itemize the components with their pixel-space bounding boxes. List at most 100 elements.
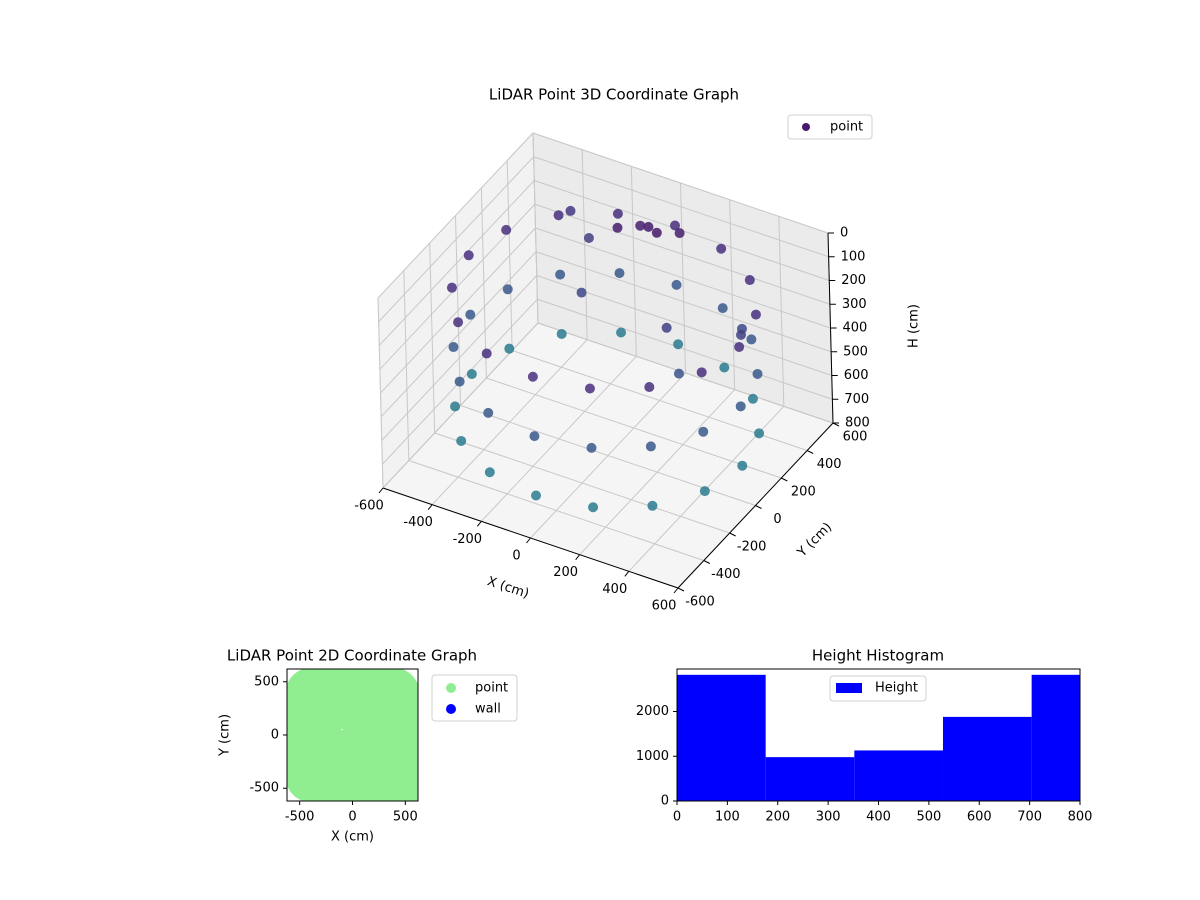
legend-marker xyxy=(446,704,456,714)
legend-box xyxy=(829,675,927,702)
x-tick-label: 800 xyxy=(1068,810,1093,825)
legend-marker xyxy=(802,123,810,131)
y-axis-label: Y (cm) xyxy=(794,520,835,561)
point xyxy=(661,322,672,333)
tick xyxy=(476,521,482,527)
point xyxy=(584,383,595,394)
point xyxy=(736,329,747,340)
y-tick-label: 1000 xyxy=(636,749,669,764)
point xyxy=(635,220,646,231)
x-tick-label: -200 xyxy=(453,532,483,547)
z-tick-label: 700 xyxy=(844,392,869,407)
point xyxy=(529,431,540,442)
chart-title: LiDAR Point 2D Coordinate Graph xyxy=(227,647,477,665)
y-tick-label: -400 xyxy=(711,567,741,582)
point xyxy=(588,502,599,513)
point xyxy=(671,279,682,290)
grid-line xyxy=(535,227,831,329)
x-tick-label: 600 xyxy=(967,810,992,825)
x-axis-label: X (cm) xyxy=(485,574,531,602)
point xyxy=(379,762,418,801)
point xyxy=(673,368,684,379)
axis-line xyxy=(827,232,834,424)
z-tick-label: 800 xyxy=(845,416,870,431)
legend-label: wall xyxy=(475,702,501,717)
point xyxy=(556,328,567,339)
tick xyxy=(781,477,788,482)
point xyxy=(734,341,745,352)
point xyxy=(612,222,623,233)
tick xyxy=(575,554,581,560)
legend-label: point xyxy=(475,681,508,696)
y-axis-label: Y (cm) xyxy=(218,714,233,757)
grid-line xyxy=(380,227,536,394)
point xyxy=(737,460,748,471)
grid-line xyxy=(537,298,833,400)
x-tick-label: -400 xyxy=(403,515,433,530)
grid-line xyxy=(377,132,534,299)
point xyxy=(450,401,461,412)
tick xyxy=(729,532,736,537)
point xyxy=(747,393,758,404)
z-tick-label: 300 xyxy=(842,297,867,312)
point xyxy=(651,227,662,238)
x-tick-label: 200 xyxy=(765,810,790,825)
x-tick-label: 100 xyxy=(715,810,740,825)
point xyxy=(553,210,564,221)
point xyxy=(484,467,495,478)
x-tick-label: -600 xyxy=(354,499,384,514)
point xyxy=(583,233,594,243)
point xyxy=(716,243,727,254)
y-tick-label: -600 xyxy=(685,595,715,610)
point xyxy=(735,401,746,412)
point xyxy=(616,327,627,338)
tick xyxy=(806,450,814,454)
legend-label: point xyxy=(830,120,863,135)
point xyxy=(300,671,353,724)
y-tick-label: -200 xyxy=(737,540,767,555)
z-tick-label: 0 xyxy=(840,226,848,241)
point xyxy=(463,250,474,261)
point xyxy=(744,275,755,286)
x-tick-label: 600 xyxy=(652,599,677,614)
point xyxy=(612,208,623,219)
grid-line xyxy=(533,156,829,258)
y-tick-label: 500 xyxy=(254,674,279,689)
bar xyxy=(854,750,943,801)
grid-line xyxy=(537,322,834,424)
x-tick-label: 0 xyxy=(512,549,520,564)
y-tick-label: 200 xyxy=(791,485,816,500)
z-tick-label: 400 xyxy=(843,321,868,336)
grid-line xyxy=(408,460,704,561)
point xyxy=(696,367,707,378)
point xyxy=(752,368,763,379)
legend-marker xyxy=(836,683,862,693)
point xyxy=(643,221,654,232)
z-tick-label: 500 xyxy=(843,344,868,359)
grid-line xyxy=(532,132,829,234)
y-tick-label: 0 xyxy=(661,794,669,809)
plot-area xyxy=(677,674,1080,801)
point xyxy=(645,441,656,452)
grid-line xyxy=(434,432,730,534)
point xyxy=(754,428,765,439)
y-tick-label: 600 xyxy=(843,430,868,445)
tick xyxy=(677,587,685,592)
point xyxy=(481,348,492,359)
grid-line xyxy=(381,275,538,441)
point xyxy=(586,442,597,453)
point xyxy=(358,687,411,740)
x-tick-label: 200 xyxy=(553,565,578,580)
grid-line xyxy=(535,251,832,353)
x-tick-label: -500 xyxy=(285,810,315,825)
legend-marker xyxy=(446,683,456,693)
point xyxy=(466,369,477,380)
point xyxy=(501,224,512,235)
x-tick-label: 500 xyxy=(916,810,941,825)
grid-line xyxy=(486,377,782,479)
z-tick-label: 100 xyxy=(841,249,866,264)
point xyxy=(565,205,576,216)
point xyxy=(531,490,542,501)
y-tick-label: -500 xyxy=(249,781,279,796)
